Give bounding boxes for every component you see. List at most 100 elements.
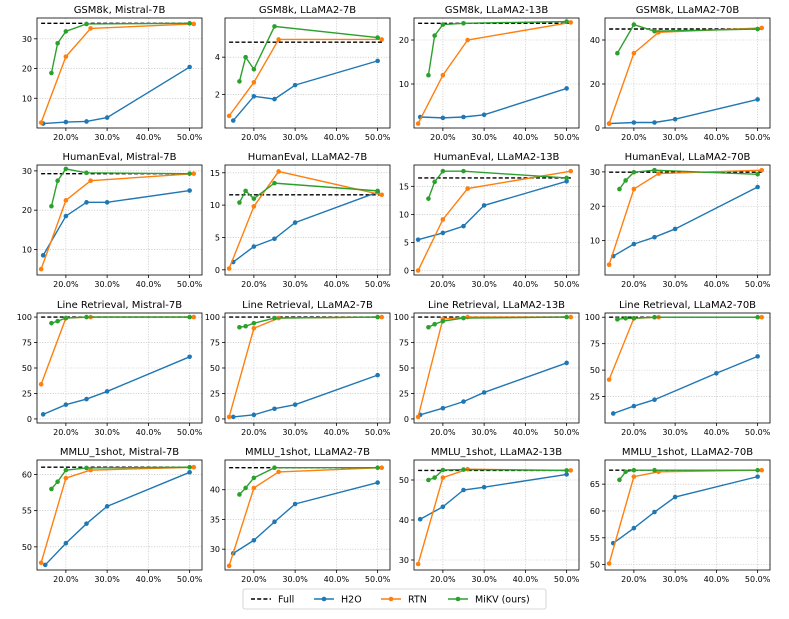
subplot-title: Line Retrieval, LLaMA2-13B xyxy=(428,300,565,311)
legend-h2o-label: H2O xyxy=(341,595,362,606)
data-point-mikv xyxy=(615,317,620,322)
subplot-16: MMLU_1shot, LLaMA2-70B 20.0% 30.0% 40.0% 50.… xyxy=(590,447,771,584)
data-point-rtn xyxy=(606,121,612,126)
subplot-grid: GSM8k, Mistral-7B 20.0% 30.0% 40.0% 50.0% 10 2… xyxy=(17,5,771,584)
x-tick-label: 40.0% xyxy=(513,133,539,142)
data-point-mikv xyxy=(272,465,277,471)
x-axis-ticks: 20.0% 30.0% 40.0% 50.0% xyxy=(241,423,391,437)
data-point-mikv xyxy=(55,178,60,184)
data-point-h2o xyxy=(440,115,446,121)
series-mikv xyxy=(237,24,380,84)
data-point-mikv xyxy=(55,318,60,324)
data-point-rtn xyxy=(251,80,257,85)
x-tick-label: 50.0% xyxy=(745,280,771,289)
data-point-mikv xyxy=(564,175,569,181)
y-tick-label: 10 xyxy=(399,210,409,219)
data-point-mikv xyxy=(432,33,437,38)
data-point-h2o xyxy=(652,234,657,240)
series-line-mikv xyxy=(51,316,190,324)
data-point-h2o xyxy=(292,501,298,507)
series-h2o xyxy=(230,58,380,123)
series-line-rtn xyxy=(40,316,194,385)
y-tick-label: 100 xyxy=(17,313,32,322)
x-tick-label: 20.0% xyxy=(430,428,456,437)
axes-frame xyxy=(224,17,391,129)
subplot-title: HumanEval, LLaMA2-70B xyxy=(625,152,751,163)
data-point-mikv xyxy=(272,315,277,321)
x-tick-label: 50.0% xyxy=(554,575,580,584)
data-point-rtn xyxy=(251,325,257,331)
series-h2o xyxy=(610,474,760,546)
series-line-rtn xyxy=(228,467,382,567)
series-rtn xyxy=(226,37,385,119)
data-point-h2o xyxy=(415,237,421,242)
y-tick-label: 30 xyxy=(22,35,32,44)
legend-rtn-label: RTN xyxy=(408,595,427,606)
data-point-mikv xyxy=(251,66,257,72)
data-point-mikv xyxy=(432,179,437,185)
y-tick-label: 10 xyxy=(590,237,600,246)
x-axis-ticks: 20.0% 30.0% 40.0% 50.0% xyxy=(430,570,580,584)
subplot-9: Line Retrieval, Mistral-7B 20.0% 30.0% 40.0… xyxy=(17,300,203,437)
x-tick-label: 20.0% xyxy=(53,280,79,289)
data-point-mikv xyxy=(237,492,242,497)
x-tick-label: 50.0% xyxy=(554,133,580,142)
subplot-title: Line Retrieval, Mistral-7B xyxy=(57,300,182,311)
y-tick-label: 5 xyxy=(404,238,409,247)
data-point-h2o xyxy=(461,114,466,120)
data-point-mikv xyxy=(237,200,242,205)
x-tick-label: 40.0% xyxy=(704,428,730,437)
legend-item-h2o: H2O xyxy=(314,595,362,606)
data-point-mikv xyxy=(187,464,192,470)
data-point-rtn xyxy=(38,560,44,566)
subplot-title: HumanEval, Mistral-7B xyxy=(63,152,177,163)
axes-frame xyxy=(604,312,771,424)
series-h2o xyxy=(40,64,192,126)
data-point-rtn xyxy=(440,72,446,78)
data-point-h2o xyxy=(461,223,466,229)
x-axis-ticks: 20.0% 30.0% 40.0% 50.0% xyxy=(53,570,203,584)
data-point-rtn xyxy=(415,414,421,420)
x-tick-label: 30.0% xyxy=(94,428,120,437)
y-tick-label: 75 xyxy=(399,339,409,348)
data-point-rtn xyxy=(191,314,197,320)
y-tick-label: 4 xyxy=(215,53,220,62)
data-point-mikv xyxy=(49,70,54,76)
x-tick-label: 30.0% xyxy=(662,428,688,437)
data-point-mikv xyxy=(564,468,569,473)
axes-frame xyxy=(604,459,771,571)
data-point-rtn xyxy=(415,268,421,273)
data-point-mikv xyxy=(272,24,277,29)
data-point-h2o xyxy=(40,412,46,417)
y-tick-label: 60 xyxy=(22,470,32,479)
y-axis-ticks: 10 20 xyxy=(399,36,414,89)
x-tick-label: 50.0% xyxy=(365,133,391,142)
series-rtn xyxy=(606,467,765,566)
x-tick-label: 40.0% xyxy=(513,428,539,437)
data-point-h2o xyxy=(631,403,637,409)
y-tick-label: 25 xyxy=(590,393,600,402)
axes-frame xyxy=(604,164,771,276)
data-point-mikv xyxy=(564,314,569,320)
x-tick-label: 50.0% xyxy=(177,428,203,437)
data-point-rtn xyxy=(568,20,574,25)
series-line-h2o xyxy=(609,98,758,125)
subplot-title: Line Retrieval, LLaMA2-7B xyxy=(242,300,373,311)
data-point-mikv xyxy=(631,169,637,175)
y-axis-ticks: 10 20 30 xyxy=(590,168,605,246)
y-tick-label: 55 xyxy=(590,534,600,543)
y-tick-label: 50 xyxy=(590,561,600,570)
data-point-h2o xyxy=(652,509,657,515)
data-point-rtn xyxy=(38,266,44,272)
series-line-mikv xyxy=(617,316,758,321)
x-tick-label: 20.0% xyxy=(430,133,456,142)
series-line-mikv xyxy=(238,467,378,495)
gridlines xyxy=(605,18,770,129)
data-point-h2o xyxy=(187,64,192,70)
y-tick-label: 20 xyxy=(399,36,409,45)
subplot-title: Line Retrieval, LLaMA2-70B xyxy=(619,300,756,311)
data-point-h2o xyxy=(251,537,257,543)
data-point-h2o xyxy=(84,119,89,124)
data-point-h2o xyxy=(481,112,487,118)
data-point-mikv xyxy=(375,314,380,320)
